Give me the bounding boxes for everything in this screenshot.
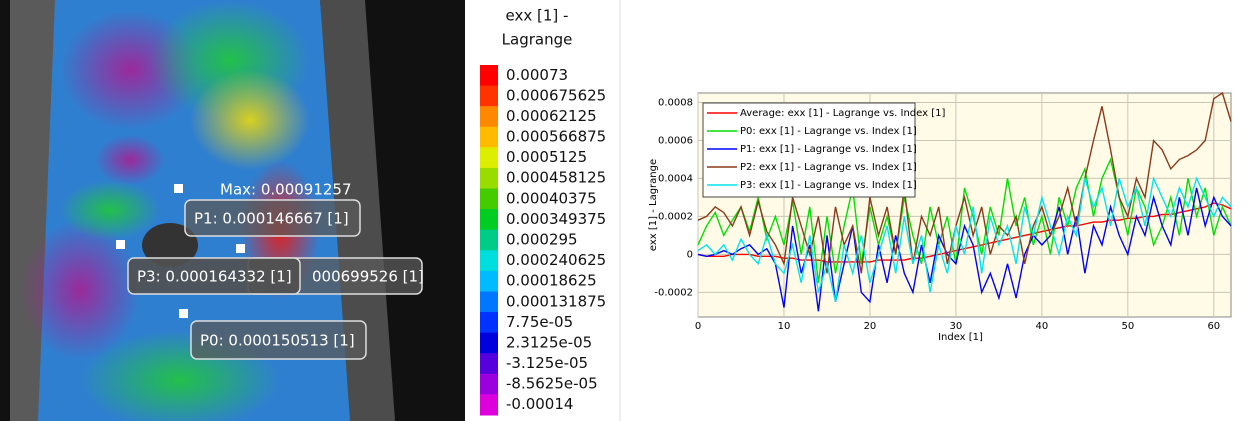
colorbar-label: 0.000131875 xyxy=(506,292,606,310)
colorbar-swatch xyxy=(480,86,498,107)
colorbar-label: 0.000458125 xyxy=(506,169,606,187)
colorbar-label: 0.000675625 xyxy=(506,86,606,104)
x-tick-label: 30 xyxy=(950,321,963,332)
x-axis-label: Index [1] xyxy=(938,332,983,343)
colorbar-swatch xyxy=(480,394,498,415)
colorbar-label: 0.000566875 xyxy=(506,128,606,146)
y-tick-label: 0.0006 xyxy=(658,135,693,146)
y-tick-label: -0.0002 xyxy=(654,287,693,298)
y-axis-label: exx [1] - Lagrange xyxy=(648,159,659,251)
line-chart: -0.0002 0 0.0002 0.0004 0.0006 0.0008 0 10 20 30 4… xyxy=(648,93,1231,343)
colorbar-swatch xyxy=(480,230,498,251)
y-tick-label: 0.0002 xyxy=(658,211,693,222)
colorbar-swatch xyxy=(480,168,498,189)
colorbar-swatch xyxy=(480,106,498,127)
point-label: P1: 0.000146667 [1] xyxy=(185,200,360,236)
colorbar-swatch xyxy=(480,209,498,230)
colorbar-label: 7.75e-05 xyxy=(506,313,573,331)
point-label-text: P0: 0.000150513 [1] xyxy=(200,332,355,350)
colorbar-label: 0.000349375 xyxy=(506,210,606,228)
colorbar-swatch xyxy=(480,291,498,312)
colorbar-swatch xyxy=(480,312,498,333)
colorbar-swatch xyxy=(480,65,498,86)
colorbar-label: -0.00014 xyxy=(506,395,573,413)
colorbar-swatch xyxy=(480,147,498,168)
x-tick-label: 60 xyxy=(1207,321,1220,332)
point-label: P3: 0.000164332 [1] xyxy=(128,258,300,294)
legend-label: P3: exx [1] - Lagrange vs. Index [1] xyxy=(740,180,917,191)
colorbar-swatch xyxy=(480,333,498,354)
colorbar-label: 0.000295 xyxy=(506,231,578,249)
colorbar-swatch xyxy=(480,127,498,148)
colorbar-label: 0.00018625 xyxy=(506,272,597,290)
colorbar-label: -3.125e-05 xyxy=(506,354,588,372)
colorbar-title: Lagrange xyxy=(502,31,573,49)
x-tick-label: 20 xyxy=(864,321,877,332)
colorbar-swatch xyxy=(480,374,498,395)
legend-label: P1: exx [1] - Lagrange vs. Index [1] xyxy=(740,144,917,155)
point-label-text: P3: 0.000164332 [1] xyxy=(137,268,292,286)
x-tick-label: 40 xyxy=(1036,321,1049,332)
y-tick-label: 0 xyxy=(687,249,693,260)
colorbar-label: 0.00073 xyxy=(506,66,568,84)
legend-label: P0: exx [1] - Lagrange vs. Index [1] xyxy=(740,126,917,137)
colorbar-label: -8.5625e-05 xyxy=(506,375,598,393)
x-tick-label: 0 xyxy=(695,321,701,332)
y-tick-label: 0.0004 xyxy=(658,173,693,184)
colorbar-title: exx [1] - xyxy=(506,7,569,25)
x-tick-label: 10 xyxy=(778,321,791,332)
colorbar: 0.00073 0.000675625 0.00062125 0.000566875 0… xyxy=(480,65,606,416)
colorbar-label: 0.00040375 xyxy=(506,189,597,207)
point-label: P0: 0.000150513 [1] xyxy=(191,321,366,359)
point-label-text: P1: 0.000146667 [1] xyxy=(194,210,349,228)
max-label: Max: 0.00091257 xyxy=(220,181,352,199)
colorbar-label: 0.0005125 xyxy=(506,148,587,166)
screenshot: Max: 0.00091257 P1: 0.000146667 [1] 0006… xyxy=(0,0,1248,421)
colorbar-swatch xyxy=(480,353,498,374)
x-tick-label: 50 xyxy=(1121,321,1134,332)
colorbar-swatch xyxy=(480,250,498,271)
legend-label: P2: exx [1] - Lagrange vs. Index [1] xyxy=(740,162,917,173)
colorbar-swatch xyxy=(480,271,498,292)
colorbar-label: 0.00062125 xyxy=(506,107,597,125)
colorbar-swatch xyxy=(480,189,498,210)
y-tick-label: 0.0008 xyxy=(658,97,693,108)
point-label-text: 000699526 [1] xyxy=(312,268,424,286)
colorbar-label: 0.000240625 xyxy=(506,251,606,269)
legend-label: Average: exx [1] - Lagrange vs. Index [1… xyxy=(740,108,945,119)
colorbar-label: 2.3125e-05 xyxy=(506,333,592,351)
